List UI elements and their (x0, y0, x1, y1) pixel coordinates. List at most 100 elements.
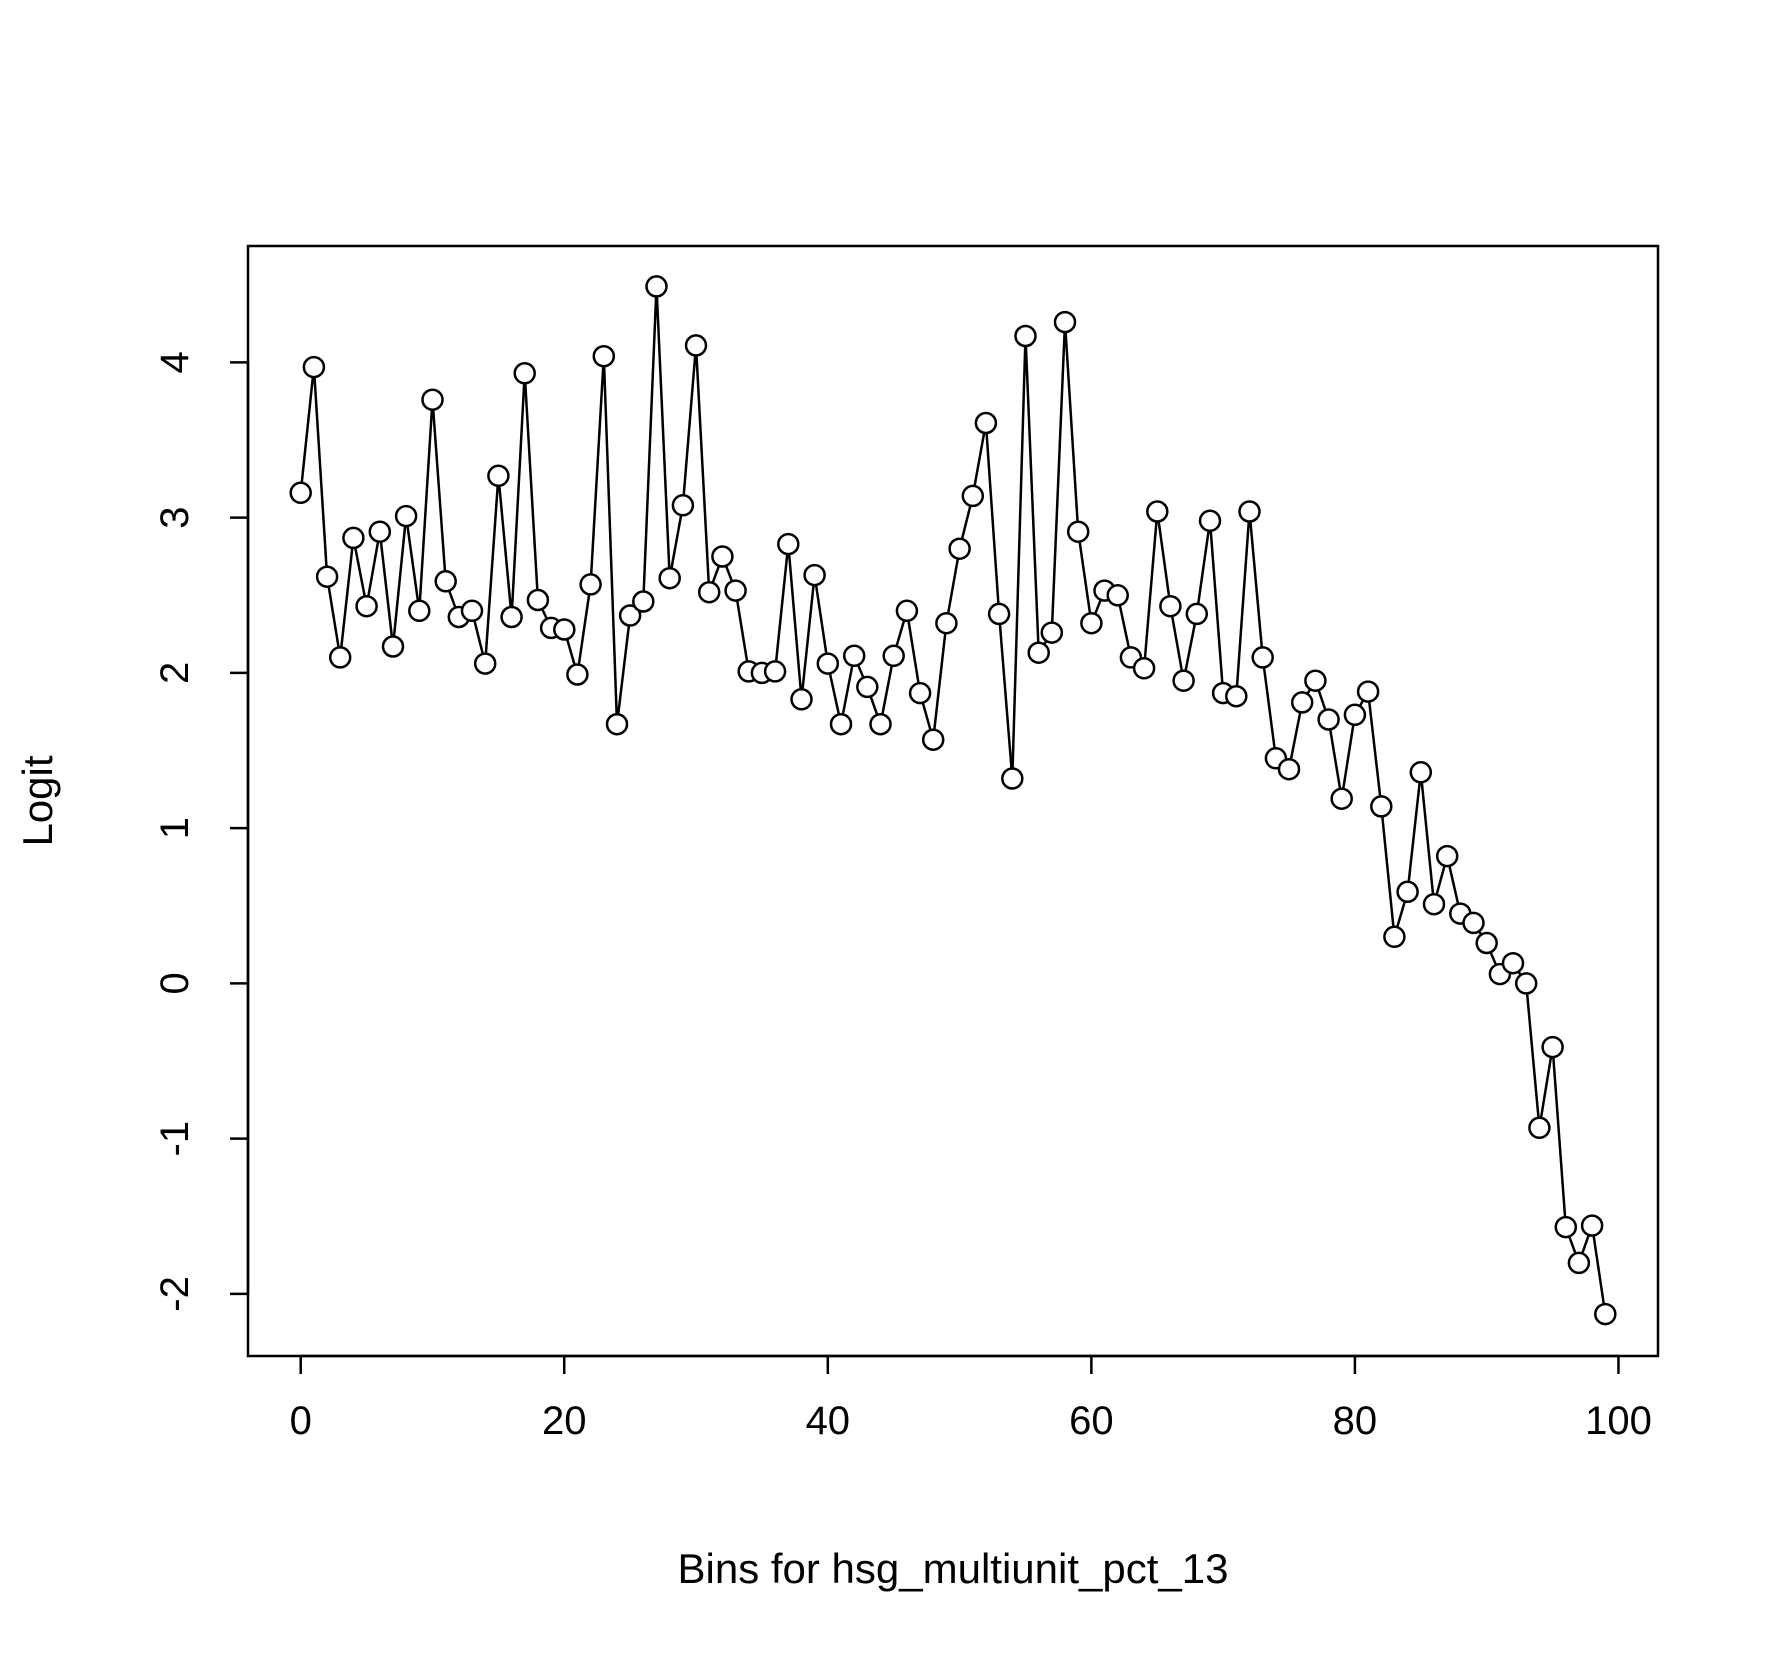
y-axis: -2 -1 0 1 2 3 4 (153, 351, 250, 1312)
y-tick-label: 2 (153, 662, 197, 684)
data-point (645, 275, 668, 298)
y-tick-label: 0 (153, 972, 197, 994)
x-tick-label: 80 (1333, 1399, 1378, 1443)
data-point (632, 590, 655, 613)
data-point (1185, 602, 1209, 626)
data-point (1251, 646, 1274, 669)
data-point (842, 644, 866, 668)
data-point (803, 563, 826, 587)
x-tick-label: 60 (1069, 1399, 1114, 1443)
data-point (777, 532, 800, 556)
data-point (684, 334, 708, 357)
data-point (1198, 509, 1222, 533)
data-point (1541, 1035, 1564, 1059)
data-point (829, 712, 853, 736)
data-point (566, 663, 589, 686)
data-point (1080, 611, 1103, 635)
data-point (1330, 787, 1353, 810)
data-point (618, 604, 642, 627)
data-point (697, 580, 721, 604)
data-point (948, 537, 971, 560)
data-point (289, 481, 312, 505)
data-point (1356, 680, 1380, 703)
data-point (1594, 1302, 1617, 1326)
data-point (856, 675, 879, 699)
y-axis-title: Logit (14, 755, 61, 846)
data-point (1422, 892, 1446, 916)
data-point (1580, 1214, 1604, 1237)
data-point (1172, 669, 1195, 692)
data-point (1475, 931, 1498, 955)
data-point (935, 611, 958, 635)
data-point (381, 635, 405, 658)
data-point (869, 712, 892, 736)
data-point (473, 652, 497, 675)
data-point (1159, 594, 1182, 618)
data-point (421, 388, 444, 411)
data-point (1040, 621, 1064, 644)
data-point (1146, 500, 1169, 523)
data-point (961, 484, 985, 508)
data-point (460, 599, 484, 623)
data-point (1409, 761, 1433, 784)
data-point (1370, 795, 1393, 818)
x-axis: 0 20 40 60 80 100 (290, 1354, 1652, 1443)
data-point (921, 728, 945, 751)
x-axis-title: Bins for hsg_multiunit_pct_13 (678, 1545, 1229, 1592)
data-point (368, 520, 392, 543)
data-point (526, 588, 550, 612)
data-point (974, 411, 998, 435)
data-point (816, 652, 840, 675)
data-point (763, 660, 787, 683)
data-point (1567, 1251, 1591, 1275)
data-point (1514, 972, 1538, 995)
data-point (342, 526, 365, 550)
data-point (328, 646, 352, 669)
data-point (1462, 911, 1485, 935)
data-point (1383, 925, 1406, 949)
data-point (434, 570, 457, 593)
data-point (790, 688, 813, 711)
data-point (724, 579, 747, 602)
data-point (987, 602, 1011, 626)
series-line (299, 285, 1607, 1315)
data-point (1001, 767, 1024, 790)
x-tick-label: 0 (290, 1399, 312, 1443)
data-point (487, 464, 510, 488)
data-point (408, 599, 431, 623)
y-tick-label: 3 (153, 507, 197, 529)
data-point (302, 355, 326, 379)
y-tick-label: -2 (153, 1276, 197, 1312)
data-point (1396, 880, 1419, 904)
data-point (1501, 951, 1525, 975)
data-point (1106, 584, 1129, 607)
data-point (882, 644, 905, 668)
data-point (579, 573, 602, 596)
data-point (605, 712, 629, 736)
data-point (1304, 669, 1327, 692)
y-tick-label: -1 (153, 1121, 197, 1157)
y-tick-label: 4 (153, 351, 197, 373)
x-tick-label: 100 (1585, 1399, 1652, 1443)
data-point (1027, 641, 1050, 664)
x-tick-label: 40 (806, 1399, 851, 1443)
data-point (895, 599, 919, 623)
data-point (1554, 1215, 1578, 1239)
data-point (315, 565, 339, 588)
data-point (908, 681, 932, 705)
data-point (671, 494, 695, 517)
data-point (1132, 657, 1156, 680)
plot-area-frame (246, 244, 1660, 1358)
x-tick-label: 20 (542, 1399, 587, 1443)
data-point (394, 504, 418, 528)
data-point (513, 362, 536, 385)
data-point (1277, 757, 1301, 781)
data-point (1066, 520, 1090, 543)
data-point (1225, 684, 1248, 708)
data-point (711, 545, 734, 568)
y-tick-label: 1 (153, 817, 197, 839)
data-point (1290, 691, 1314, 714)
data-point (1238, 500, 1261, 523)
data-point (355, 594, 378, 618)
